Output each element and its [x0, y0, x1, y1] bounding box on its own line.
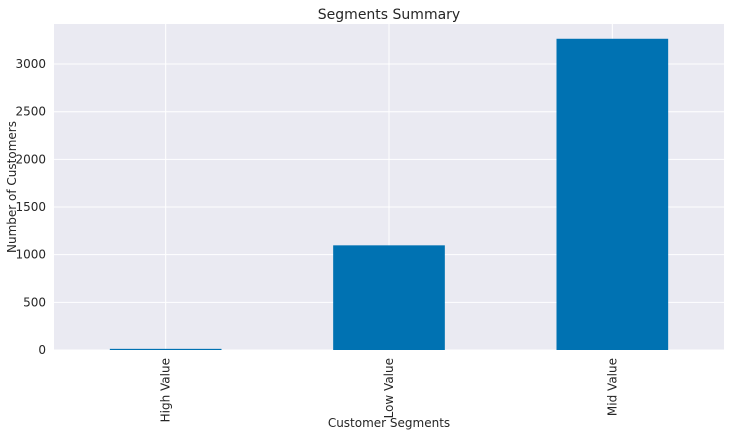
y-tick-label: 0: [38, 343, 46, 357]
y-tick-label: 1000: [15, 248, 46, 262]
x-tick-label: Mid Value: [605, 358, 619, 416]
bar-low-value: [333, 245, 445, 350]
y-axis-label: Number of Customers: [5, 121, 19, 253]
x-axis-label: Customer Segments: [328, 416, 450, 430]
chart-title: Segments Summary: [318, 7, 460, 23]
x-tick-label: High Value: [159, 358, 173, 422]
y-tick-label: 500: [23, 295, 46, 309]
bar-mid-value: [556, 38, 669, 351]
y-tick-label: 2000: [15, 152, 46, 166]
y-tick-label: 3000: [15, 57, 46, 71]
y-tick-label: 1500: [15, 200, 46, 214]
y-tick-label: 2500: [15, 105, 46, 119]
y-axis-ticks: 0 500 1000 1500 2000 2500 3000: [15, 57, 46, 357]
x-tick-label: Low Value: [382, 358, 396, 418]
bars: [109, 38, 669, 351]
bar-high-value: [109, 348, 222, 350]
x-axis-ticks: High Value Low Value Mid Value: [159, 358, 620, 422]
